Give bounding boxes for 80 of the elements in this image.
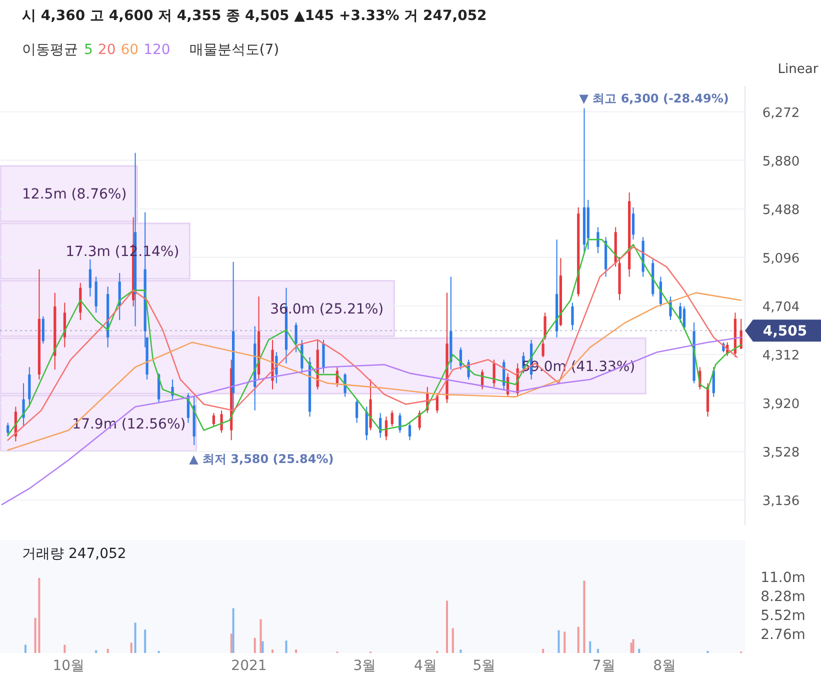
bar bbox=[24, 644, 26, 653]
y-tick-label: 2.76m bbox=[760, 626, 806, 643]
text: Linear bbox=[778, 62, 819, 77]
text: 20 bbox=[98, 42, 116, 58]
bar bbox=[460, 650, 462, 653]
candlestick bbox=[682, 306, 686, 330]
candlestick bbox=[6, 422, 10, 437]
text: 60 bbox=[120, 42, 139, 58]
bar bbox=[596, 648, 599, 653]
x-tick-label: 7월 bbox=[592, 658, 616, 674]
bar bbox=[260, 619, 262, 653]
ref-line-label: 4,505 bbox=[762, 324, 808, 340]
bar bbox=[583, 580, 586, 653]
bar bbox=[452, 628, 454, 653]
candlestick bbox=[596, 226, 600, 254]
x-tick-label: 10월 bbox=[52, 658, 85, 674]
bar bbox=[446, 600, 448, 653]
bar bbox=[272, 650, 274, 653]
x-tick-label: 3월 bbox=[353, 658, 376, 674]
x-tick-label: 8월 bbox=[653, 658, 676, 674]
y-tick-label: 3,136 bbox=[762, 494, 800, 510]
candlestick bbox=[220, 410, 223, 434]
x-tick-label: 2021 bbox=[231, 658, 267, 674]
bar bbox=[295, 650, 298, 653]
bar bbox=[144, 630, 146, 653]
bar bbox=[285, 640, 288, 653]
bar bbox=[558, 630, 560, 653]
chart-title: 거래량 247,052 bbox=[22, 546, 126, 562]
bar bbox=[254, 638, 256, 653]
y-tick-label: 5,880 bbox=[762, 154, 800, 170]
bar bbox=[630, 642, 632, 653]
candlestick bbox=[294, 322, 298, 353]
candlestick bbox=[171, 378, 174, 400]
y-tick-label: 3,920 bbox=[762, 397, 800, 412]
candlestick bbox=[632, 206, 635, 240]
bar bbox=[589, 641, 592, 653]
y-tick-label: 4,704 bbox=[762, 300, 800, 315]
bar bbox=[38, 578, 40, 653]
annotation: ▲ 최저 3,580 (25.84%) bbox=[189, 452, 334, 466]
bar bbox=[106, 648, 109, 653]
candlestick bbox=[356, 398, 358, 424]
bar bbox=[262, 641, 264, 653]
candlestick bbox=[390, 410, 394, 428]
candlestick bbox=[571, 302, 574, 330]
bar bbox=[130, 642, 132, 653]
bar bbox=[564, 632, 566, 653]
bar bbox=[632, 639, 634, 653]
y-tick-label: 11.0m bbox=[760, 570, 806, 586]
x-tick-label: 4월 bbox=[414, 658, 437, 674]
data-label: 12.5m (8.76%) bbox=[22, 186, 127, 203]
y-tick-label: 8.28m bbox=[760, 588, 806, 605]
bar bbox=[230, 634, 232, 653]
annotation: ▼ 최고 6,300 (-28.49%) bbox=[579, 91, 729, 106]
y-tick-label: 5,096 bbox=[762, 251, 800, 266]
bar bbox=[638, 648, 640, 653]
candlestick bbox=[22, 382, 25, 428]
bar bbox=[577, 626, 580, 653]
candlestick bbox=[88, 258, 92, 298]
y-tick-label: 4,312 bbox=[762, 348, 800, 364]
x-tick-label: 5월 bbox=[472, 658, 496, 674]
text: 5 bbox=[84, 42, 93, 58]
bar bbox=[134, 622, 136, 653]
candlestick bbox=[679, 302, 682, 324]
candlestick bbox=[212, 412, 215, 428]
candlestick bbox=[542, 339, 544, 358]
y-tick-label: 5,488 bbox=[762, 202, 800, 218]
y-tick-label: 6,272 bbox=[762, 106, 800, 121]
bar bbox=[95, 650, 98, 653]
candlestick bbox=[42, 316, 44, 344]
line-series bbox=[7, 292, 742, 451]
chart-title: 시 4,360 고 4,600 저 4,355 종 4,505 ▲145 +3.33% 거 247,052 bbox=[22, 8, 487, 24]
bar bbox=[542, 648, 544, 653]
candlestick bbox=[544, 312, 546, 340]
y-tick-label: 5.52m bbox=[760, 608, 806, 624]
text: 120 bbox=[144, 42, 170, 58]
chart-title: 매물분석도(7) bbox=[189, 42, 280, 58]
y-tick-label: 3,528 bbox=[762, 446, 800, 461]
candlestick bbox=[408, 422, 412, 441]
legend-title: 이동평균 bbox=[22, 42, 78, 58]
bar bbox=[232, 608, 234, 653]
